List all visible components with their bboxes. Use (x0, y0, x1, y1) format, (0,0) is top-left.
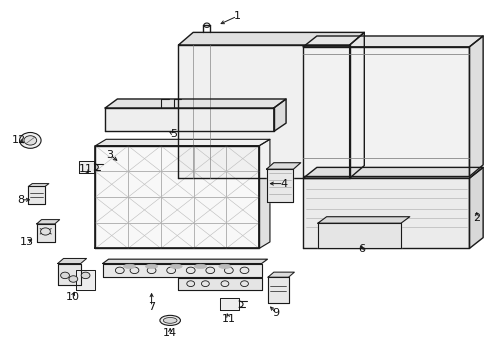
Text: 14: 14 (163, 328, 177, 338)
Text: 1: 1 (233, 11, 240, 21)
Polygon shape (178, 278, 261, 290)
Text: 6: 6 (358, 244, 365, 254)
Polygon shape (76, 270, 95, 290)
Circle shape (41, 228, 50, 235)
Polygon shape (317, 223, 400, 248)
Circle shape (20, 132, 41, 148)
Polygon shape (220, 298, 238, 310)
Text: 9: 9 (272, 308, 279, 318)
Polygon shape (317, 217, 409, 223)
Polygon shape (259, 139, 269, 248)
Polygon shape (58, 258, 86, 264)
Polygon shape (37, 220, 60, 224)
Polygon shape (468, 36, 482, 176)
Polygon shape (273, 99, 285, 131)
Polygon shape (37, 224, 55, 242)
Ellipse shape (219, 264, 231, 269)
Circle shape (81, 272, 90, 279)
Text: 12: 12 (12, 135, 25, 145)
Text: 11: 11 (79, 164, 92, 174)
Text: 8: 8 (17, 195, 24, 205)
Polygon shape (468, 167, 482, 248)
Polygon shape (105, 108, 273, 131)
Polygon shape (178, 32, 364, 45)
Polygon shape (28, 184, 49, 186)
Ellipse shape (145, 264, 157, 269)
Polygon shape (266, 169, 293, 202)
Polygon shape (303, 36, 482, 47)
Ellipse shape (123, 264, 136, 269)
Polygon shape (303, 47, 468, 176)
Ellipse shape (169, 264, 182, 269)
Text: 13: 13 (20, 237, 34, 247)
Ellipse shape (194, 264, 206, 269)
Polygon shape (95, 139, 269, 146)
Text: 4: 4 (280, 179, 286, 189)
Polygon shape (102, 259, 267, 264)
Polygon shape (105, 99, 285, 108)
Circle shape (61, 272, 69, 279)
Polygon shape (178, 45, 349, 178)
Polygon shape (267, 277, 288, 303)
Text: 11: 11 (222, 314, 235, 324)
Text: 2: 2 (472, 213, 479, 223)
Polygon shape (58, 264, 81, 285)
Polygon shape (267, 272, 294, 277)
Polygon shape (102, 264, 261, 277)
Polygon shape (303, 167, 482, 178)
Polygon shape (266, 163, 300, 169)
Text: 5: 5 (170, 129, 177, 139)
Polygon shape (349, 32, 364, 178)
Polygon shape (303, 178, 468, 248)
Polygon shape (79, 161, 94, 173)
Ellipse shape (160, 315, 180, 325)
Text: 10: 10 (65, 292, 79, 302)
Text: 7: 7 (148, 302, 155, 312)
Circle shape (69, 276, 78, 282)
Polygon shape (28, 186, 45, 204)
Text: 3: 3 (106, 150, 113, 160)
Polygon shape (95, 146, 259, 248)
Circle shape (24, 136, 37, 145)
Ellipse shape (163, 318, 177, 323)
